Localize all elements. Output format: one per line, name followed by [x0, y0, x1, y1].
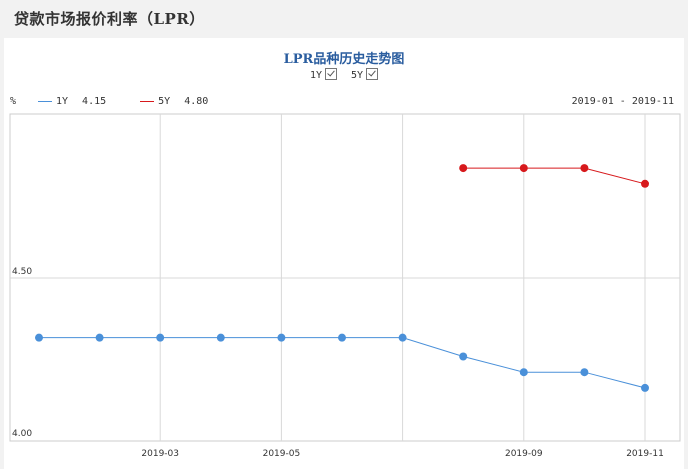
- legend-swatch-5y: [140, 101, 155, 102]
- date-range: 2019-01 - 2019-11: [571, 96, 674, 107]
- toggle-1y-checkbox[interactable]: [324, 68, 337, 80]
- legend-label-1y: 1Y: [56, 96, 69, 107]
- toggle-5y-label: 5Y: [351, 70, 364, 81]
- y-tick-label: 4.50: [12, 267, 32, 277]
- data-point-1y: [580, 368, 589, 377]
- data-point-5y: [459, 164, 468, 173]
- legend: 1Y 4.15 5Y 4.80: [38, 96, 208, 107]
- data-point-1y: [35, 333, 43, 342]
- chart-panel: LPR品种历史走势图 1Y 5Y % 1Y 4.15 5Y 4.80 2019-…: [4, 38, 684, 469]
- toggle-1y[interactable]: 1Y: [310, 68, 337, 81]
- toggle-5y-checkbox[interactable]: [366, 68, 379, 80]
- data-point-5y: [580, 164, 589, 173]
- legend-item-5y[interactable]: 5Y 4.80: [140, 96, 208, 107]
- data-point-5y: [641, 179, 649, 188]
- data-point-1y: [459, 352, 468, 361]
- legend-value-1y: 4.15: [82, 96, 107, 107]
- page-header: 贷款市场报价利率（LPR）: [0, 0, 688, 36]
- line-chart: 4.50 4.00 2019-03 2019-05 2019-09 2019-11: [9, 113, 681, 459]
- y-axis-unit: %: [10, 96, 17, 107]
- data-point-5y: [519, 164, 528, 173]
- series-toggles: 1Y 5Y: [4, 68, 684, 81]
- legend-item-1y[interactable]: 1Y 4.15: [38, 96, 106, 107]
- data-point-1y: [519, 368, 528, 377]
- x-tick-label: 2019-11: [626, 449, 664, 459]
- data-point-1y: [277, 333, 286, 342]
- x-tick-label: 2019-09: [505, 449, 543, 459]
- toggle-5y[interactable]: 5Y: [351, 68, 379, 81]
- chart-title: LPR品种历史走势图: [283, 52, 405, 67]
- data-point-1y: [398, 333, 407, 342]
- x-tick-label: 2019-03: [141, 449, 179, 459]
- data-point-1y: [641, 383, 649, 392]
- data-point-1y: [95, 333, 104, 342]
- series-line-5y: [463, 167, 646, 185]
- page-title: 贷款市场报价利率（LPR）: [14, 10, 205, 28]
- legend-value-5y: 4.80: [184, 96, 209, 107]
- legend-label-5y: 5Y: [158, 96, 171, 107]
- toggle-1y-label: 1Y: [309, 70, 322, 81]
- data-point-1y: [338, 333, 346, 342]
- y-tick-label: 4.00: [12, 429, 32, 439]
- data-point-1y: [216, 333, 225, 342]
- series-line-1y: [39, 337, 646, 389]
- legend-swatch-1y: [38, 101, 52, 102]
- x-tick-label: 2019-05: [263, 449, 301, 459]
- data-point-1y: [156, 333, 165, 342]
